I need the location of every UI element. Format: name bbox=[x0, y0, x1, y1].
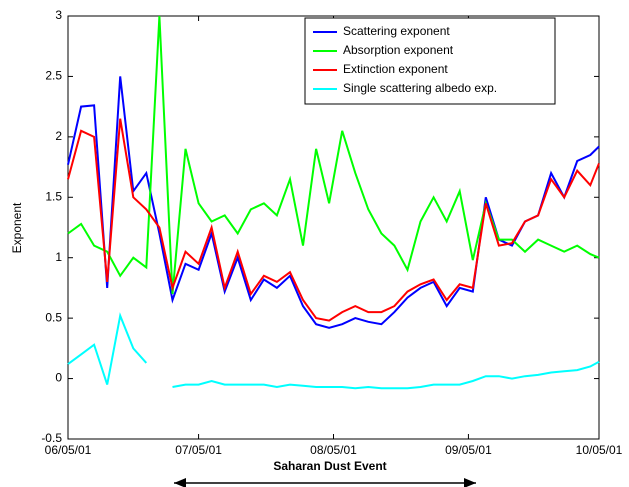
y-tick-label: 0 bbox=[55, 371, 62, 385]
x-tick-label: 08/05/01 bbox=[310, 443, 357, 457]
x-tick-label: 10/05/01 bbox=[576, 443, 623, 457]
y-axis-label: Exponent bbox=[10, 202, 24, 253]
x-tick-label: 06/05/01 bbox=[45, 443, 92, 457]
y-tick-label: -0.5 bbox=[41, 431, 62, 445]
annotation-arrow bbox=[174, 478, 476, 487]
y-tick-label: 3 bbox=[55, 8, 62, 22]
legend-label: Extinction exponent bbox=[343, 62, 448, 76]
legend-box bbox=[304, 17, 556, 105]
data-line bbox=[67, 76, 600, 329]
y-tick-label: 1.5 bbox=[45, 189, 62, 203]
y-tick-label: 2 bbox=[55, 129, 62, 143]
data-line bbox=[67, 15, 600, 295]
y-tick-label: 2.5 bbox=[45, 69, 62, 83]
y-tick-label: 1 bbox=[55, 250, 62, 264]
data-line bbox=[67, 118, 600, 322]
annotation: Saharan Dust Event bbox=[273, 459, 386, 473]
x-tick-label: 07/05/01 bbox=[175, 443, 222, 457]
y-tick-label: 0.5 bbox=[45, 310, 62, 324]
legend-label: Scattering exponent bbox=[343, 24, 450, 38]
data-line bbox=[67, 312, 600, 390]
legend: Scattering exponent Absorption exponent Ex… bbox=[304, 17, 556, 105]
legend-label: Single scattering albedo exp. bbox=[343, 81, 497, 95]
x-tick-label: 09/05/01 bbox=[445, 443, 492, 457]
legend-label: Absorption exponent bbox=[343, 43, 454, 57]
